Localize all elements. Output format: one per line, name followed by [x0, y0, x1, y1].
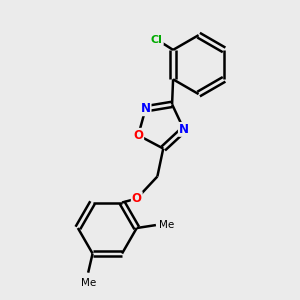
- Text: Me: Me: [159, 220, 175, 230]
- Text: Me: Me: [80, 278, 96, 288]
- Text: O: O: [133, 129, 143, 142]
- Text: Cl: Cl: [151, 34, 163, 45]
- Text: N: N: [179, 123, 189, 136]
- Text: O: O: [132, 192, 142, 205]
- Text: N: N: [141, 102, 151, 115]
